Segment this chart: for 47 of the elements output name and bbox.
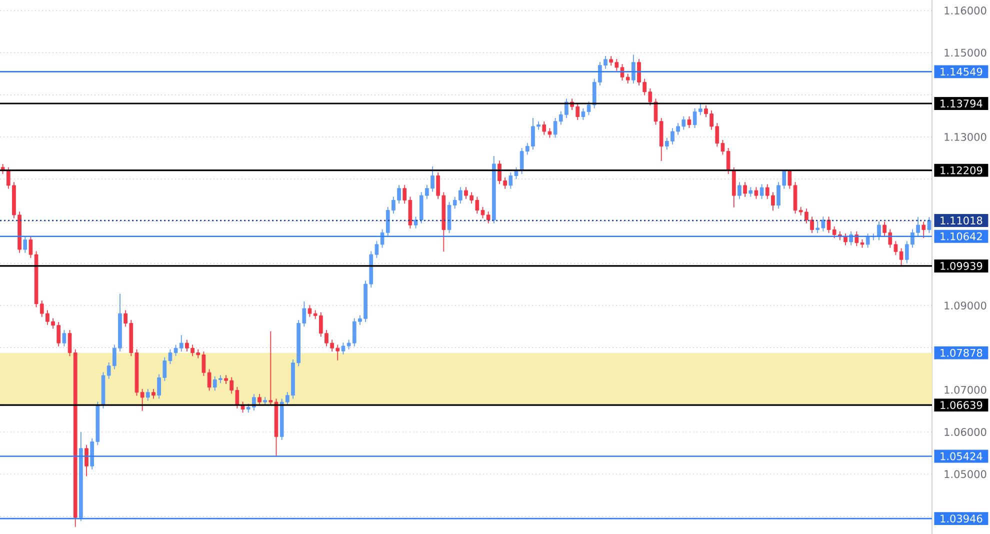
- ref-line-label: 1.06639: [940, 401, 982, 410]
- candlestick: [268, 330, 273, 406]
- candlestick: [866, 233, 870, 248]
- candlestick: [258, 394, 262, 406]
- candlestick: [748, 186, 753, 198]
- ref-line-label: 1.09939: [940, 262, 982, 270]
- candlestick: [23, 236, 28, 254]
- candlestick: [28, 236, 33, 258]
- candlestick: [760, 184, 764, 200]
- ref-line-label: 1.14549: [940, 68, 982, 76]
- ref-line-label: 1.03946: [940, 514, 982, 523]
- candlestick: [486, 211, 490, 224]
- candlestick: [308, 304, 312, 318]
- ref-line-label: 1.10642: [940, 232, 982, 240]
- candlestick: [341, 342, 346, 355]
- ref-line-label: 1.13794: [940, 100, 982, 108]
- candlestick: [687, 116, 692, 129]
- candlestick: [844, 233, 848, 246]
- y-tick-label: 1.13000: [944, 132, 986, 141]
- ref-line-label: 1.11018: [940, 216, 982, 224]
- band-label: 1.07878: [940, 348, 982, 357]
- y-tick-label: 1.16000: [944, 6, 986, 14]
- candlestick: [207, 368, 212, 392]
- y-tick-label: 1.15000: [944, 48, 986, 57]
- candlestick: [899, 248, 904, 266]
- candlestick: [146, 388, 150, 402]
- candlestick: [726, 147, 730, 175]
- y-tick-label: 1.06000: [944, 428, 986, 436]
- candlestick: [84, 444, 88, 477]
- candlestick: [62, 330, 66, 347]
- candlestick: [480, 206, 485, 219]
- candlestick: [788, 170, 792, 190]
- candlestick: [738, 182, 742, 200]
- candlestick: [877, 221, 881, 241]
- ref-line-label: 1.05424: [940, 452, 982, 460]
- candlestick: [922, 221, 926, 239]
- y-tick-label: 1.09000: [944, 302, 986, 310]
- candlestick: [754, 186, 758, 200]
- y-tick-label: 1.07000: [944, 386, 986, 394]
- candlestick: [743, 182, 747, 198]
- ref-line-label: 1.12209: [940, 166, 982, 174]
- candlestick: [152, 388, 156, 400]
- candlestick: [927, 216, 932, 234]
- candlestick: [581, 108, 586, 121]
- candlestick: [632, 54, 636, 84]
- candlestick: [140, 388, 144, 412]
- y-tick-label: 1.05000: [944, 470, 986, 478]
